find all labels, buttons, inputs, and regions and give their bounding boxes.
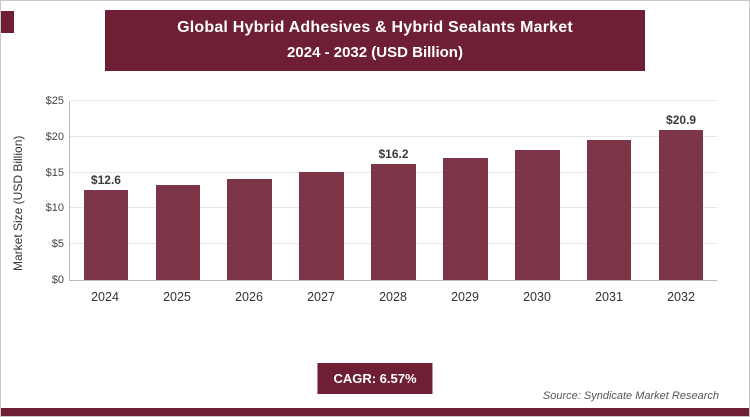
bars-container: $12.6 $16.2 $20.9 — [70, 101, 717, 280]
bottom-accent-strip — [1, 408, 749, 416]
bar-chart: Market Size (USD Billion) $0 $5 $10 $15 $20 $… — [11, 95, 717, 304]
bar-2024 — [83, 189, 129, 280]
bar-2025 — [155, 184, 201, 280]
bar-2030 — [515, 149, 560, 280]
x-axis-label-2030: 2030 — [523, 290, 551, 304]
bar-value-label: $12.6 — [90, 172, 121, 187]
bar-value-label: $20.9 — [666, 113, 697, 128]
bar-column — [429, 101, 501, 280]
bar-column — [286, 101, 358, 280]
x-axis-labels: 2024 2025 2026 2027 2028 2029 2030 2031 2032 — [69, 290, 717, 304]
x-axis-label-2024: 2024 — [91, 290, 119, 304]
bar-2028 — [371, 164, 416, 280]
source-attribution: Source: Syndicate Market Research — [542, 390, 719, 402]
corner-accent-bar — [1, 11, 14, 33]
x-axis-label-2029: 2029 — [451, 290, 479, 304]
bar-column — [142, 101, 214, 280]
y-axis-tick-label: $10 — [45, 202, 64, 215]
bar-value-label: $16.2 — [378, 147, 409, 162]
bar-column — [573, 101, 645, 280]
x-axis-label-2028: 2028 — [379, 290, 407, 304]
bar-2032 — [658, 130, 704, 280]
bar-column: $20.9 — [645, 101, 717, 280]
bar-2026 — [227, 179, 272, 280]
gridline — [70, 135, 717, 137]
bar-column — [214, 101, 286, 280]
x-axis-label-2032: 2032 — [667, 290, 695, 304]
bar-2027 — [299, 171, 344, 280]
chart-title-line1: Global Hybrid Adhesives & Hybrid Sealant… — [177, 19, 573, 36]
bar-column: $16.2 — [358, 101, 430, 280]
x-axis-label-2027: 2027 — [307, 290, 335, 304]
bar-2029 — [443, 157, 488, 280]
y-axis-tick-label: $0 — [51, 274, 64, 286]
y-axis-tick-label: $25 — [45, 95, 64, 107]
x-axis-label-2031: 2031 — [595, 290, 623, 304]
y-axis-title: Market Size (USD Billion) — [11, 134, 25, 271]
bar-column: $12.6 — [70, 101, 142, 280]
chart-title-line2: 2024 - 2032 (USD Billion) — [287, 44, 463, 61]
plot-column: $0 $5 $10 $15 $20 $25 $12.6 $16.2 $20.9 2024 2025… — [27, 95, 717, 304]
y-axis-tick-label: $5 — [51, 238, 64, 251]
chart-title-banner: Global Hybrid Adhesives & Hybrid Sealant… — [105, 10, 645, 71]
bar-2031 — [586, 140, 632, 280]
x-axis-label-2026: 2026 — [235, 290, 263, 304]
y-axis-tick-label: $20 — [45, 130, 64, 143]
x-axis-label-2025: 2025 — [163, 290, 191, 304]
plot-area: $0 $5 $10 $15 $20 $25 $12.6 $16.2 $20.9 — [46, 95, 717, 286]
cagr-badge: CAGR: 6.57% — [317, 363, 433, 394]
bar-column — [501, 101, 573, 280]
y-axis-tick-label: $15 — [45, 166, 64, 179]
gridline — [70, 100, 717, 101]
